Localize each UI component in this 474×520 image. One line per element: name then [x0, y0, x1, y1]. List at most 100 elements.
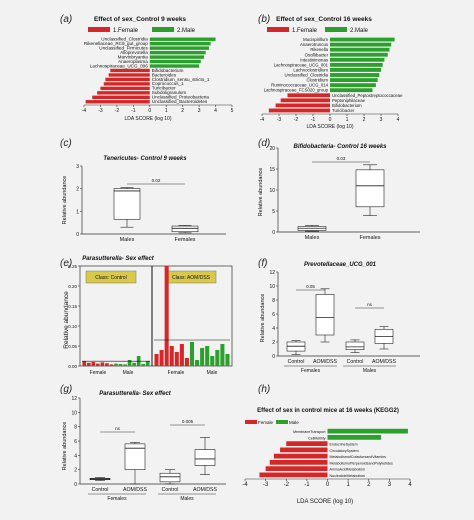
- y-tick-label: 1: [76, 209, 79, 215]
- panel-f-plot: 0 2 4 6 8 10 12 Control AOM/DSS Control AOM/DSS 0.0…: [269, 270, 420, 374]
- lda-bar-label: EndocrineSystem: [330, 443, 358, 447]
- lda-bar-label: CellMotility: [308, 436, 326, 440]
- panel-d: (d) Bifidobacteria- Control 16 weeks 0 5 1…: [258, 138, 420, 241]
- lda-bar: [108, 73, 150, 77]
- panel-a-title: Effect of sex_Control 9 weeks: [94, 16, 186, 23]
- x-category-label: Females: [174, 237, 195, 243]
- box-body: [345, 341, 365, 350]
- lda-bar-label: Oscillibacter: [305, 52, 329, 57]
- lda-bar: [330, 42, 392, 47]
- lda-bar-label: MetabolismofCofactorsandVitamins: [330, 455, 387, 459]
- abundance-bar: [174, 352, 179, 366]
- lda-bar: [92, 95, 150, 99]
- panel-c-plot: 0 1 2 3 Males Females 0.02: [76, 164, 226, 243]
- y-tick-label: 0: [272, 230, 275, 236]
- lda-bar: [149, 50, 206, 55]
- panel-a-axis: -4 -3 -2 -1 0 1 2 3 4 5: [82, 104, 234, 114]
- panel-a: (a) Effect of sex_Control 9 weeks 1.Fema…: [60, 14, 234, 122]
- box-body: [124, 443, 146, 470]
- y-tick-label: 0.15: [68, 304, 77, 309]
- panel-b-axis: -4 -3 -2 -1 0 1 2 3 4: [260, 113, 400, 123]
- y-tick-label: 0.25: [68, 264, 77, 269]
- y-tick-label: 10: [269, 284, 275, 290]
- x-category-label: AOM/DSS: [123, 487, 147, 493]
- lda-bar: [103, 82, 150, 86]
- abundance-bar: [96, 363, 100, 366]
- panel-h-label: (h): [258, 384, 270, 395]
- lda-bar-label: Unclassified_Proteobacteria: [152, 95, 210, 100]
- panel-g: (g) Parasutterella- Sex effect 0 2 4 6 8 10 12…: [60, 384, 226, 502]
- abundance-bar: [105, 363, 109, 366]
- lda-bar-label: Mucispirillum: [303, 37, 328, 42]
- lda-bar: [287, 93, 330, 98]
- x-tick-label: 4: [397, 117, 400, 123]
- lda-bar: [97, 91, 150, 95]
- y-tick-label: 0.20: [68, 284, 77, 289]
- x-tick-label: -4: [260, 117, 265, 123]
- panel-c-ylabel: Relative abundance: [62, 176, 68, 225]
- group-label: Males: [180, 496, 194, 502]
- panel-h-title: Effect of sex in control mice at 16 week…: [257, 408, 399, 414]
- y-tick-label: 10: [269, 188, 275, 194]
- lda-bar-label: Unclassified_Firmicutes: [99, 46, 148, 51]
- y-tick-label: 0: [272, 354, 275, 360]
- panel-e-title: Parasutterella- Sex effect: [82, 256, 155, 262]
- abundance-bar: [169, 346, 174, 366]
- x-tick-label: -1: [304, 482, 310, 488]
- x-category-label: AOM/DSS: [193, 487, 217, 493]
- x-tick-label: 3: [388, 482, 392, 488]
- panel-b-label: (b): [258, 14, 270, 25]
- panel-h-xlabel: LDA SCORE (log 10): [297, 499, 353, 505]
- lda-bar: [149, 42, 211, 46]
- x-tick-label: 5: [231, 108, 234, 114]
- abundance-bar: [195, 360, 200, 366]
- x-tick-label: 0: [329, 117, 332, 123]
- significance-label: ns: [115, 426, 121, 431]
- panel-b-legend-female-swatch: [267, 27, 289, 32]
- lda-bar: [330, 57, 385, 62]
- abundance-bar: [114, 363, 118, 366]
- lda-bar: [269, 460, 328, 465]
- lda-bar-label: Anaerotruncus: [300, 42, 328, 47]
- panel-f-title: Prevotellaceae_UCG_001: [304, 262, 377, 268]
- lda-bar: [280, 447, 328, 453]
- lda-bar: [330, 78, 378, 82]
- abundance-bar: [210, 356, 215, 366]
- y-tick-label: 4: [272, 326, 275, 332]
- panel-a-legend-male-swatch: [152, 27, 174, 32]
- significance-label: 0.02: [152, 178, 161, 183]
- lda-bar: [149, 64, 200, 68]
- lda-bar: [327, 435, 382, 440]
- panel-b-xlabel: LDA SCORE (log 10): [307, 124, 354, 130]
- abundance-bar: [86, 362, 91, 366]
- lda-bar-label: Lachnoclostridium: [293, 67, 328, 72]
- abundance-bar: [159, 350, 164, 366]
- y-tick-label: 12: [269, 270, 275, 276]
- panel-h-legend-female-swatch: [245, 420, 257, 424]
- group-label: Males: [363, 368, 377, 374]
- panel-f-label: (f): [258, 258, 267, 269]
- lda-bar: [273, 453, 328, 459]
- x-category-label: Females: [359, 235, 380, 241]
- y-tick-label: 2: [76, 187, 79, 193]
- significance-label: ns: [367, 302, 373, 307]
- lda-bar: [330, 88, 373, 93]
- x-category-label: AOM/DSS: [313, 359, 337, 365]
- lda-bar: [85, 100, 150, 104]
- abundance-bar: [179, 344, 184, 366]
- x-group-label: Male: [123, 370, 134, 376]
- y-tick-label: 8: [272, 298, 275, 304]
- x-category-label: Control: [92, 487, 109, 493]
- abundance-bar: [145, 361, 150, 366]
- lda-bar-label: Unclassified_Clostridia: [101, 37, 148, 42]
- lda-bar-label: Bacteroides: [152, 72, 177, 77]
- panel-b-legend-male: 2.Male: [350, 28, 369, 34]
- lda-bar: [330, 47, 390, 52]
- y-tick-label: 3: [76, 164, 79, 170]
- panel-c-label: (c): [60, 138, 72, 149]
- y-tick-label: 10: [71, 410, 77, 416]
- x-category-label: Control: [347, 359, 364, 365]
- x-tick-label: 4: [214, 108, 217, 114]
- x-tick-label: 2: [181, 108, 184, 114]
- panel-h-axis: -4 -3 -2 -1 0 1 2 3 4: [242, 478, 412, 488]
